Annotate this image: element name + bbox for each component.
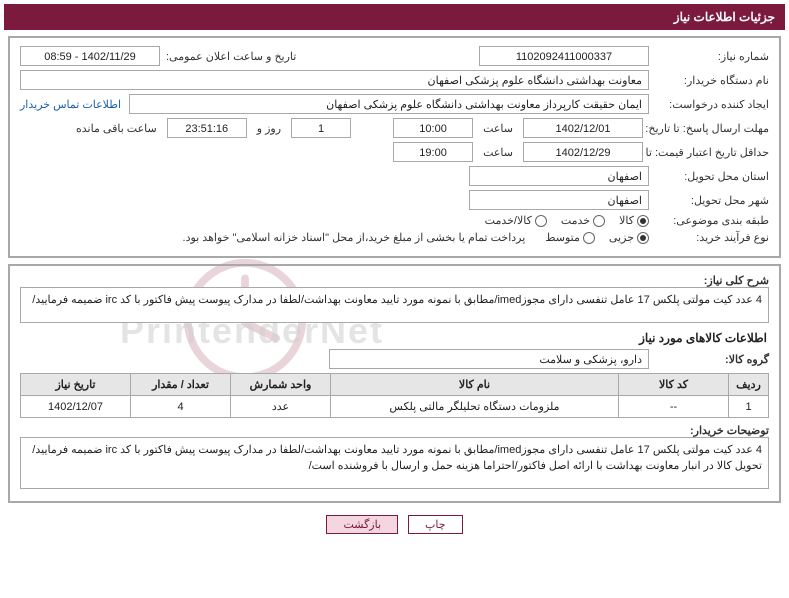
label-reply-deadline: مهلت ارسال پاسخ: تا تاریخ: xyxy=(649,122,769,135)
radio-goods-service[interactable]: کالا/خدمت xyxy=(485,214,547,227)
label-buyer-org: نام دستگاه خریدار: xyxy=(649,74,769,87)
th-need-date: تاریخ نیاز xyxy=(21,374,131,396)
payment-note: پرداخت تمام یا بخشی از مبلغ خرید،از محل … xyxy=(183,231,526,244)
label-general-desc: شرح کلی نیاز: xyxy=(649,274,769,287)
cell-unit: عدد xyxy=(231,396,331,418)
panel-title: جزئیات اطلاعات نیاز xyxy=(4,4,785,30)
label-buyer-notes: توضیحات خریدار: xyxy=(649,424,769,437)
field-need-no: 1102092411000337 xyxy=(479,46,649,66)
details-panel: شماره نیاز: 1102092411000337 تاریخ و ساع… xyxy=(8,36,781,258)
items-table: ردیف کد کالا نام کالا واحد شمارش تعداد /… xyxy=(20,373,769,418)
field-reply-date: 1402/12/01 xyxy=(523,118,643,138)
field-goods-group: دارو، پزشکی و سلامت xyxy=(329,349,649,369)
radios-process: جزیی متوسط xyxy=(545,231,649,244)
label-hour-1: ساعت xyxy=(479,122,517,135)
cell-code: -- xyxy=(619,396,729,418)
label-delivery-city: شهر محل تحویل: xyxy=(649,194,769,207)
table-header-row: ردیف کد کالا نام کالا واحد شمارش تعداد /… xyxy=(21,374,769,396)
th-unit: واحد شمارش xyxy=(231,374,331,396)
desc-panel: شرح کلی نیاز: 4 عدد کیت مولتی پلکس 17 عا… xyxy=(8,264,781,503)
label-hour-2: ساعت xyxy=(479,146,517,159)
field-delivery-city: اصفهان xyxy=(469,190,649,210)
radio-goods[interactable]: کالا xyxy=(619,214,649,227)
link-buyer-contact[interactable]: اطلاعات تماس خریدار xyxy=(20,98,121,111)
label-delivery-province: استان محل تحویل: xyxy=(649,170,769,183)
th-name: نام کالا xyxy=(331,374,619,396)
field-reply-time: 10:00 xyxy=(393,118,473,138)
field-delivery-province: اصفهان xyxy=(469,166,649,186)
th-qty: تعداد / مقدار xyxy=(131,374,231,396)
radio-service[interactable]: خدمت xyxy=(561,214,605,227)
label-announce-dt: تاریخ و ساعت اعلان عمومی: xyxy=(160,50,296,63)
radio-medium[interactable]: متوسط xyxy=(545,231,595,244)
field-requester: ایمان حقیقت کارپرداز معاونت بهداشتی دانش… xyxy=(129,94,649,114)
radio-partial[interactable]: جزیی xyxy=(609,231,649,244)
label-buy-process: نوع فرآیند خرید: xyxy=(649,231,769,244)
field-price-valid-date: 1402/12/29 xyxy=(523,142,643,162)
label-goods-group: گروه کالا: xyxy=(649,353,769,366)
table-row: 1 -- ملزومات دستگاه تحلیلگر مالتی پلکس ع… xyxy=(21,396,769,418)
label-need-no: شماره نیاز: xyxy=(649,50,769,63)
cell-name: ملزومات دستگاه تحلیلگر مالتی پلکس xyxy=(331,396,619,418)
field-price-valid-time: 19:00 xyxy=(393,142,473,162)
field-remaining-time: 23:51:16 xyxy=(167,118,247,138)
field-buyer-org: معاونت بهداشتی دانشگاه علوم پزشکی اصفهان xyxy=(20,70,649,90)
back-button[interactable]: بازگشت xyxy=(326,515,398,534)
cell-need-date: 1402/12/07 xyxy=(21,396,131,418)
label-requester: ایجاد کننده درخواست: xyxy=(649,98,769,111)
field-buyer-notes: 4 عدد کیت مولتی پلکس 17 عامل تنفسی دارای… xyxy=(20,437,769,489)
print-button[interactable]: چاپ xyxy=(408,515,463,534)
cell-qty: 4 xyxy=(131,396,231,418)
label-remaining: ساعت باقی مانده xyxy=(72,122,161,135)
cell-row: 1 xyxy=(729,396,769,418)
button-row: چاپ بازگشت xyxy=(4,509,785,544)
field-general-desc: 4 عدد کیت مولتی پلکس 17 عامل تنفسی دارای… xyxy=(20,287,769,323)
items-header: اطلاعات کالاهای مورد نیاز xyxy=(20,327,769,349)
label-day-and: روز و xyxy=(253,122,285,135)
field-remaining-days: 1 xyxy=(291,118,351,138)
label-price-valid: حداقل تاریخ اعتبار قیمت: تا تاریخ: xyxy=(649,146,769,159)
label-subject-class: طبقه بندی موضوعی: xyxy=(649,214,769,227)
field-announce-dt: 1402/11/29 - 08:59 xyxy=(20,46,160,66)
radios-subject: کالا خدمت کالا/خدمت xyxy=(485,214,649,227)
th-code: کد کالا xyxy=(619,374,729,396)
th-row: ردیف xyxy=(729,374,769,396)
